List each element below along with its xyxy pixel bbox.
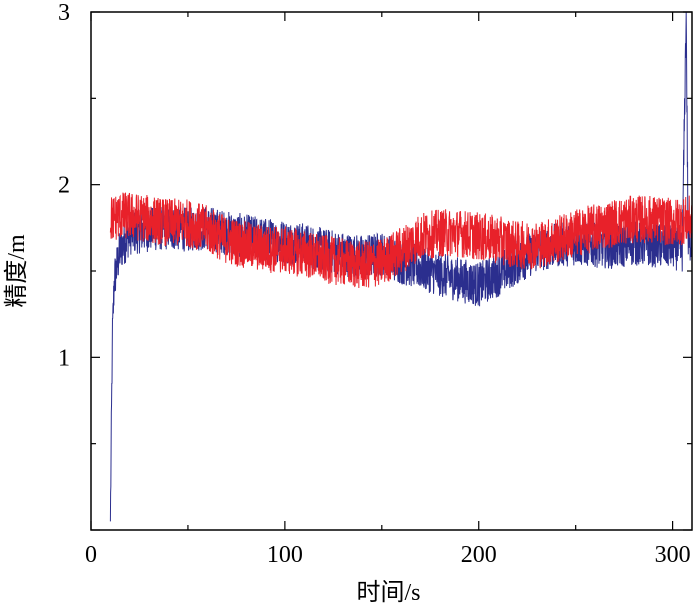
ticks-layer: 0 100 200 300 1 2 3 xyxy=(58,0,692,568)
x-tick-label: 100 xyxy=(267,542,303,568)
x-tick-label: 300 xyxy=(655,542,691,568)
x-tick-label: 0 xyxy=(85,542,97,568)
x-tick-label: 200 xyxy=(461,542,497,568)
series-layer xyxy=(109,11,693,522)
y-tick-label: 1 xyxy=(58,345,70,371)
y-tick-label: 2 xyxy=(58,173,70,199)
y-axis-title: 精度/m xyxy=(3,234,30,308)
series-line-2 xyxy=(109,192,693,289)
y-tick-label: 3 xyxy=(58,0,70,26)
x-axis-title: 时间/s xyxy=(356,579,420,606)
